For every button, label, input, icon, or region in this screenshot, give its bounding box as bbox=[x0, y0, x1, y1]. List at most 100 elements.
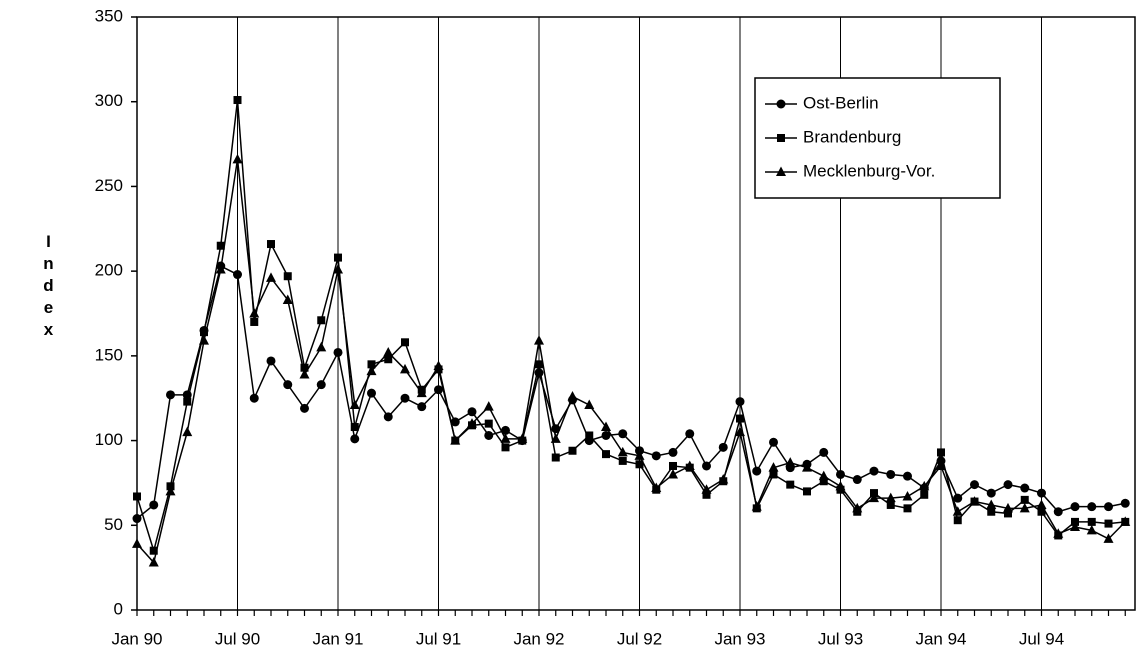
legend-label: Mecklenburg-Vor. bbox=[803, 161, 935, 180]
marker bbox=[919, 480, 930, 491]
marker bbox=[282, 294, 293, 304]
marker bbox=[969, 496, 980, 506]
marker bbox=[383, 412, 393, 422]
marker bbox=[149, 500, 159, 510]
series-line bbox=[136, 159, 1126, 565]
marker bbox=[450, 417, 460, 427]
legend-label: Ost-Berlin bbox=[803, 93, 879, 112]
marker bbox=[316, 380, 326, 390]
marker bbox=[501, 425, 510, 435]
marker bbox=[249, 308, 260, 318]
marker bbox=[417, 402, 427, 412]
marker bbox=[1104, 502, 1113, 512]
y-tick-label: 300 bbox=[95, 91, 123, 110]
marker bbox=[1003, 502, 1013, 513]
marker bbox=[1120, 516, 1131, 526]
marker bbox=[718, 442, 728, 452]
marker bbox=[266, 272, 276, 282]
marker bbox=[819, 477, 828, 486]
marker bbox=[215, 263, 226, 274]
marker bbox=[249, 393, 259, 403]
x-tick-label: Jul 91 bbox=[416, 629, 461, 648]
marker bbox=[769, 437, 778, 447]
marker bbox=[818, 470, 829, 481]
marker bbox=[132, 514, 142, 524]
marker bbox=[550, 433, 561, 443]
marker bbox=[886, 500, 895, 509]
marker bbox=[1120, 498, 1130, 508]
marker bbox=[1020, 495, 1029, 504]
marker bbox=[232, 153, 243, 164]
legend-label: Brandenburg bbox=[803, 127, 901, 146]
marker bbox=[367, 360, 376, 369]
marker bbox=[149, 546, 158, 555]
marker bbox=[333, 263, 343, 274]
marker bbox=[651, 451, 661, 461]
marker bbox=[366, 365, 377, 376]
marker bbox=[400, 363, 410, 374]
marker bbox=[952, 506, 963, 516]
y-tick-label: 50 bbox=[104, 515, 123, 534]
marker bbox=[903, 504, 912, 513]
marker bbox=[852, 475, 862, 485]
marker bbox=[869, 492, 879, 503]
marker bbox=[551, 453, 560, 462]
marker bbox=[953, 516, 962, 525]
marker bbox=[200, 328, 208, 337]
marker bbox=[953, 493, 963, 503]
y-axis-label: Index bbox=[39, 232, 58, 342]
marker bbox=[384, 355, 393, 364]
marker bbox=[685, 429, 695, 439]
x-tick-label: Jan 94 bbox=[915, 629, 966, 648]
marker bbox=[1070, 502, 1080, 512]
marker bbox=[819, 447, 829, 457]
legend-marker bbox=[776, 99, 786, 109]
marker bbox=[467, 418, 477, 428]
marker bbox=[986, 499, 997, 509]
marker bbox=[802, 462, 812, 472]
marker bbox=[434, 385, 443, 395]
marker bbox=[617, 446, 628, 457]
x-tick-label: Jul 90 bbox=[215, 629, 260, 648]
marker bbox=[987, 507, 996, 516]
marker bbox=[300, 403, 309, 413]
marker bbox=[250, 317, 259, 326]
marker bbox=[182, 426, 193, 437]
marker bbox=[785, 457, 796, 467]
marker bbox=[635, 460, 644, 469]
marker bbox=[500, 433, 511, 443]
marker bbox=[903, 471, 912, 481]
x-tick-label: Jul 92 bbox=[617, 629, 662, 648]
marker bbox=[317, 316, 326, 325]
y-tick-label: 150 bbox=[95, 345, 123, 364]
marker bbox=[450, 435, 461, 445]
marker bbox=[1087, 502, 1097, 512]
marker bbox=[651, 482, 662, 493]
marker bbox=[1104, 519, 1113, 528]
marker bbox=[1087, 517, 1096, 526]
y-tick-label: 350 bbox=[95, 6, 123, 25]
marker bbox=[601, 421, 611, 432]
marker bbox=[334, 253, 342, 262]
y-tick-label: 100 bbox=[95, 430, 123, 449]
marker bbox=[937, 448, 945, 457]
marker bbox=[484, 430, 494, 440]
marker bbox=[1036, 499, 1047, 509]
marker bbox=[1103, 533, 1114, 543]
marker bbox=[1037, 507, 1046, 516]
marker bbox=[684, 460, 695, 470]
marker bbox=[701, 484, 712, 494]
marker bbox=[769, 470, 778, 479]
marker bbox=[751, 501, 762, 511]
marker bbox=[886, 469, 896, 479]
marker bbox=[233, 96, 242, 105]
marker bbox=[936, 460, 946, 470]
marker bbox=[233, 270, 242, 280]
marker bbox=[266, 356, 276, 366]
marker bbox=[585, 431, 594, 440]
marker bbox=[702, 490, 711, 499]
marker bbox=[1003, 480, 1013, 490]
marker bbox=[567, 391, 578, 401]
